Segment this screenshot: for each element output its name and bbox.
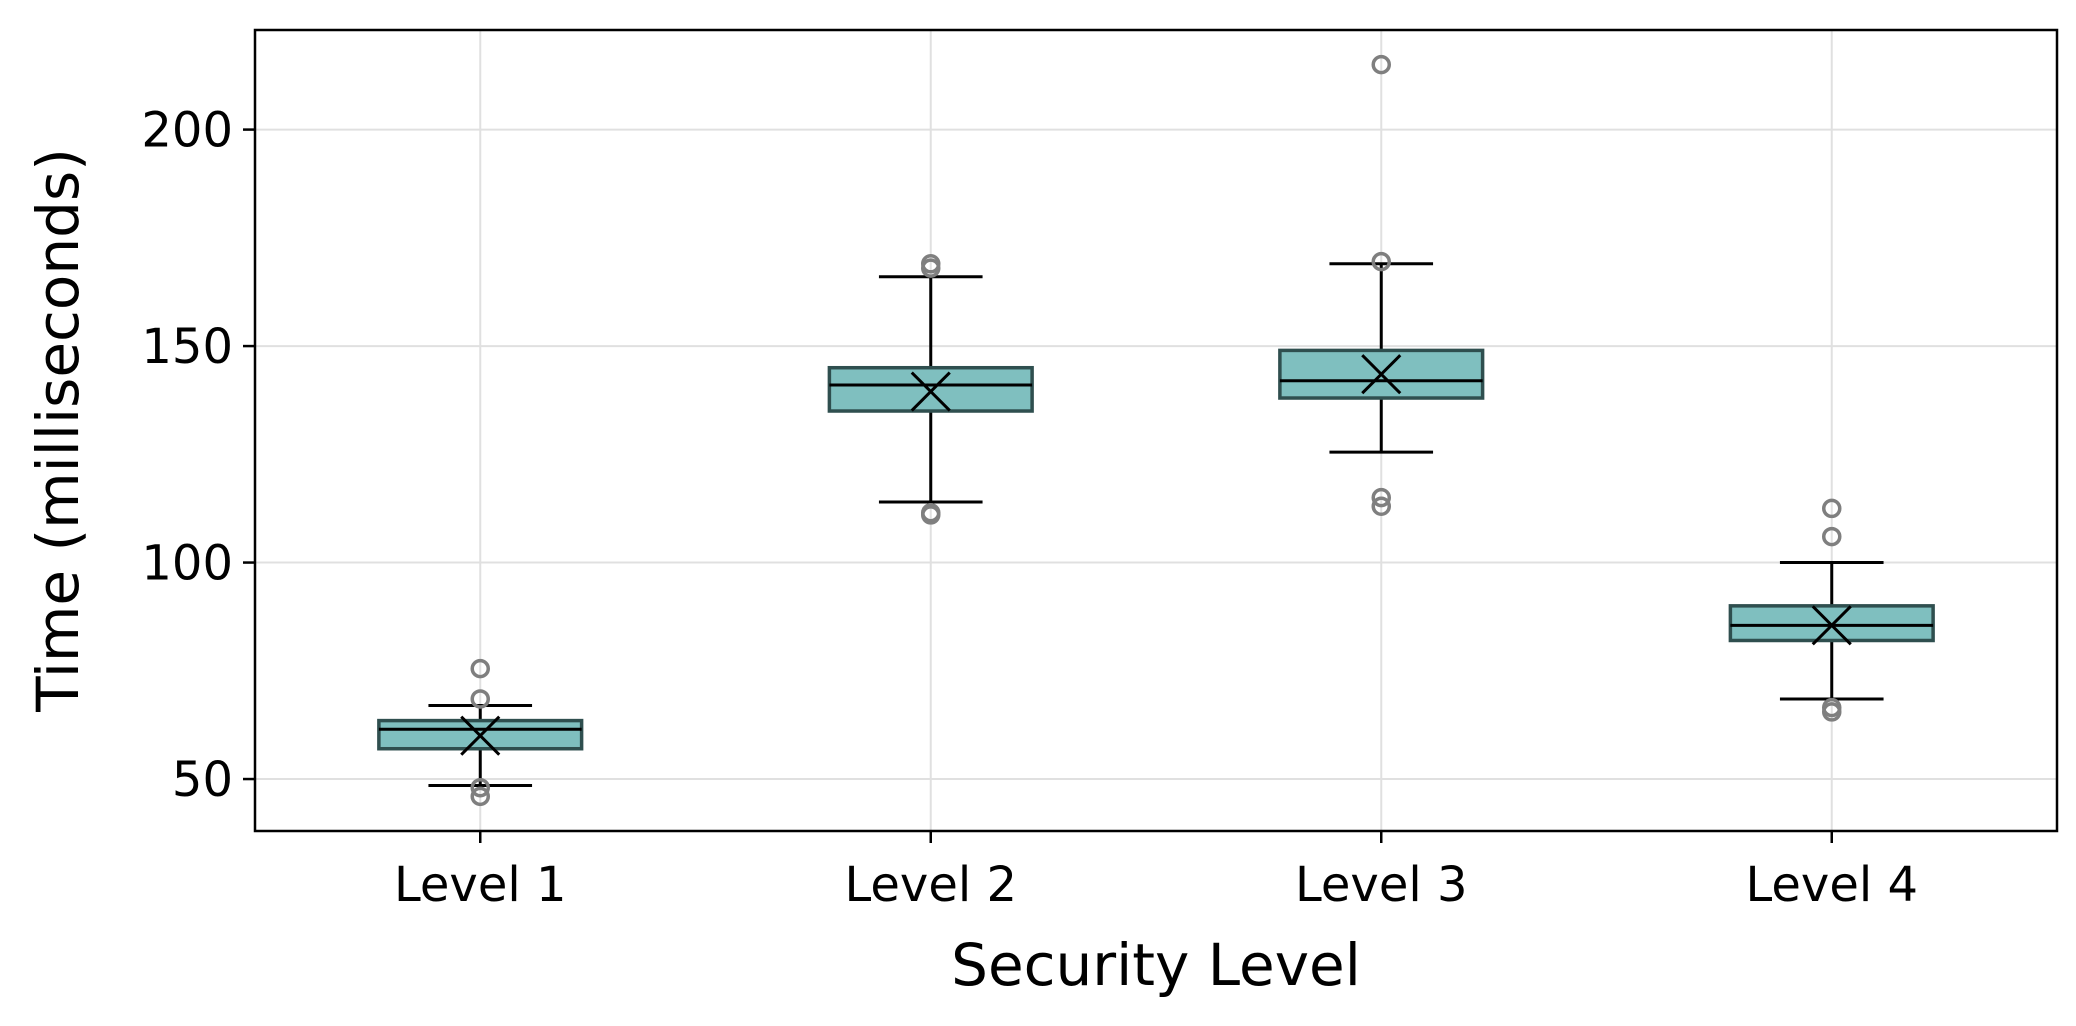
circle-outlier-icon	[470, 689, 490, 709]
x-axis-title: Security Level	[951, 931, 1361, 999]
circle-outlier-icon	[470, 777, 490, 798]
y-tick-label: 150	[141, 319, 233, 375]
x-tick-label: Level 3	[1295, 857, 1468, 913]
circle-outlier-icon	[470, 786, 490, 807]
boxes	[377, 54, 1935, 807]
box-group	[377, 658, 584, 807]
y-tick-label: 200	[141, 103, 233, 159]
circle-outlier-icon	[470, 658, 490, 679]
circle-outlier-icon	[1371, 487, 1391, 508]
iqr-box	[1278, 348, 1485, 400]
circle-outlier-icon	[1371, 496, 1391, 517]
iqr-box	[827, 365, 1034, 413]
circle-outlier-icon	[1371, 54, 1391, 75]
circle-outlier-icon	[1822, 702, 1842, 722]
x-tick-label: Level 4	[1746, 857, 1919, 913]
plot-frame	[253, 28, 2059, 833]
x-marker-icon	[1361, 354, 1402, 395]
x-marker-icon	[910, 371, 951, 412]
box-group	[1728, 498, 1935, 722]
box-group	[1278, 54, 1485, 517]
iqr-box	[1728, 604, 1935, 643]
circle-outlier-icon	[921, 505, 941, 525]
circle-outlier-icon	[1822, 498, 1842, 519]
x-marker-icon	[1811, 605, 1852, 646]
axes: 50 100 150 200 Level 1 Level 2 Level 3 Level 4	[141, 103, 1918, 913]
circle-outlier-icon	[1822, 526, 1842, 547]
box-group	[827, 254, 1034, 525]
circle-outlier-icon	[1371, 251, 1391, 272]
circle-outlier-icon	[921, 258, 941, 278]
y-tick-label: 100	[141, 536, 233, 592]
y-axis-title: Time (milliseconds)	[24, 148, 92, 713]
x-tick-label: Level 2	[845, 857, 1018, 913]
x-tick-label: Level 1	[394, 857, 567, 913]
y-tick-label: 50	[172, 752, 233, 808]
x-marker-icon	[460, 715, 501, 756]
grid-lines	[255, 30, 2057, 831]
